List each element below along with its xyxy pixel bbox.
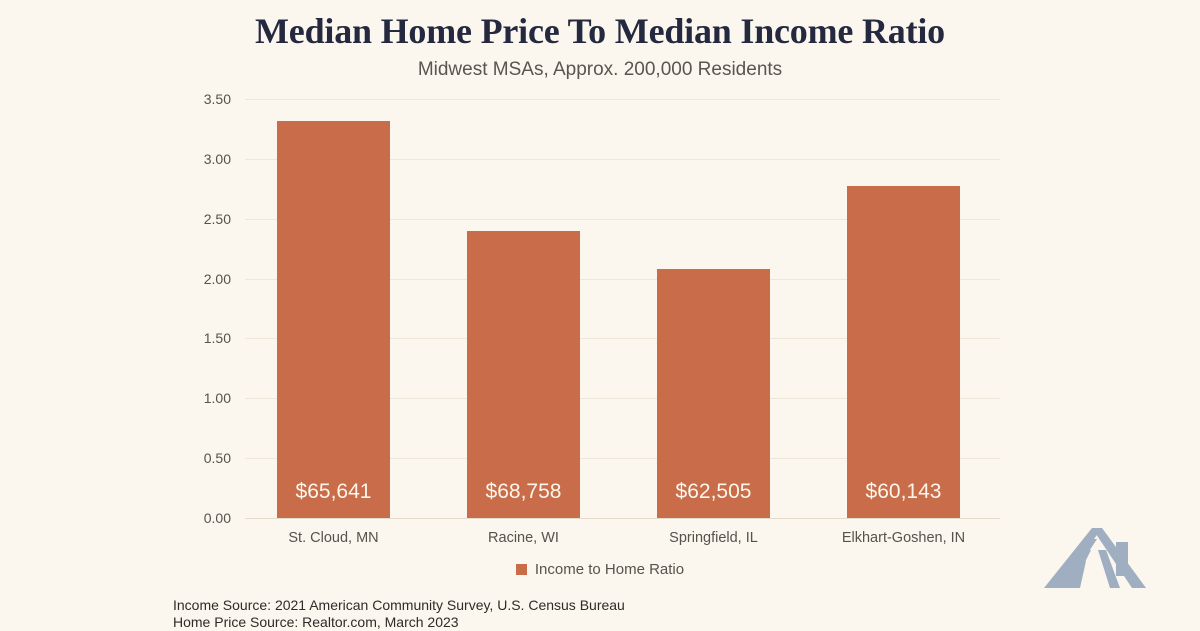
chart-plot-area: 3.50 3.00 2.50 2.00 1.50 1.00 0.50 0.00 $65,641… (204, 91, 1000, 546)
x-axis-tick-label: St. Cloud, MN (288, 530, 379, 546)
x-axis-tick-label: Racine, WI (488, 530, 559, 546)
gridline: 2.50 (204, 211, 1000, 227)
source-footnote: Income Source: 2021 American Community S… (173, 597, 625, 631)
income-source-line: Income Source: 2021 American Community S… (173, 597, 625, 613)
y-axis-tick-label: 0.50 (203, 450, 231, 467)
page-title: Median Home Price To Median Income Ratio (255, 11, 945, 51)
gridlines: 3.50 3.00 2.50 2.00 1.50 1.00 0.50 0.00 (204, 91, 1000, 526)
bar[interactable]: $62,505 (657, 269, 770, 518)
gridline: 3.00 (204, 151, 1000, 167)
y-axis-tick-label: 2.50 (203, 210, 231, 227)
gridline: 2.00 (204, 271, 1000, 287)
bar-value-label: $65,641 (295, 480, 372, 503)
bar-value-label: $60,143 (865, 480, 942, 503)
gridline: 1.00 (204, 390, 1000, 406)
bar[interactable]: $68,758 (467, 230, 580, 518)
gridline: 3.50 (204, 91, 1000, 107)
y-axis-tick-label: 3.00 (203, 150, 231, 167)
chart-legend: Income to Home Ratio (0, 561, 1200, 578)
bars-layer: $65,641 St. Cloud, MN $68,758 Racine, WI $62… (245, 99, 1000, 546)
y-axis-tick-label: 3.50 (203, 91, 231, 107)
chart-subtitle: Midwest MSAs, Approx. 200,000 Residents (417, 59, 783, 80)
legend-swatch-icon (515, 564, 527, 575)
bar[interactable]: $65,641 (277, 120, 390, 518)
y-axis-tick-label: 1.00 (203, 390, 231, 407)
gridline: 0.00 (204, 510, 1000, 526)
y-axis-tick-label: 0.00 (203, 510, 231, 526)
y-axis-tick-label: 1.50 (203, 330, 231, 347)
gridline: 1.50 (204, 330, 1000, 346)
gridline: 0.50 (204, 450, 1000, 466)
bar-group: $65,641 St. Cloud, MN (277, 99, 390, 546)
home-price-source-line: Home Price Source: Realtor.com, March 20… (173, 614, 459, 630)
bar-group: $68,758 Racine, WI (467, 99, 580, 546)
x-axis-tick-label: Springfield, IL (669, 530, 758, 546)
bar[interactable]: $60,143 (847, 186, 960, 518)
x-axis-tick-label: Elkhart-Goshen, IN (841, 530, 966, 546)
y-axis-tick-label: 2.00 (203, 270, 231, 287)
legend-item-label: Income to Home Ratio (534, 561, 685, 578)
house-roof-logo-icon (1032, 522, 1156, 598)
bar-value-label: $68,758 (485, 480, 562, 503)
bar-group: $60,143 Elkhart-Goshen, IN (842, 99, 965, 546)
bar-value-label: $62,505 (675, 480, 752, 503)
bar-group: $62,505 Springfield, IL (657, 99, 770, 546)
